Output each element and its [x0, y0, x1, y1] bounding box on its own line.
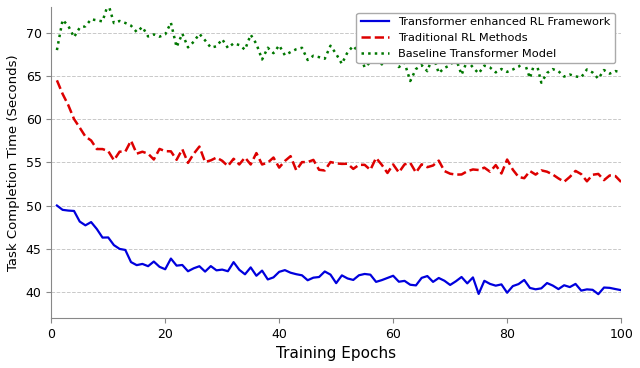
Transformer enhanced RL Framework: [589, 288, 596, 292]
Baseline Transformer Model: [104, 1, 112, 6]
Transformer enhanced RL Framework: [53, 204, 61, 208]
Baseline Transformer Model: [395, 65, 403, 69]
Transformer enhanced RL Framework: [161, 267, 169, 272]
Baseline Transformer Model: [600, 68, 608, 72]
Line: Traditional RL Methods: Traditional RL Methods: [57, 80, 621, 182]
Legend: Transformer enhanced RL Framework, Traditional RL Methods, Baseline Transformer : Transformer enhanced RL Framework, Tradi…: [356, 13, 616, 63]
Baseline Transformer Model: [617, 70, 625, 75]
Transformer enhanced RL Framework: [389, 273, 397, 278]
Baseline Transformer Model: [538, 81, 545, 85]
Line: Baseline Transformer Model: Baseline Transformer Model: [57, 4, 621, 83]
Traditional RL Methods: [572, 169, 579, 173]
Baseline Transformer Model: [349, 44, 357, 48]
Traditional RL Methods: [389, 162, 397, 167]
Baseline Transformer Model: [190, 39, 198, 44]
Traditional RL Methods: [53, 78, 61, 82]
Traditional RL Methods: [184, 161, 192, 165]
Traditional RL Methods: [617, 180, 625, 184]
Traditional RL Methods: [161, 149, 169, 153]
Baseline Transformer Model: [167, 21, 175, 25]
Transformer enhanced RL Framework: [184, 269, 192, 273]
Traditional RL Methods: [589, 173, 596, 177]
Y-axis label: Task Completion Time (Seconds): Task Completion Time (Seconds): [7, 54, 20, 271]
Baseline Transformer Model: [53, 48, 61, 52]
X-axis label: Training Epochs: Training Epochs: [276, 346, 396, 361]
Baseline Transformer Model: [583, 67, 591, 72]
Line: Transformer enhanced RL Framework: Transformer enhanced RL Framework: [57, 206, 621, 294]
Traditional RL Methods: [344, 162, 351, 166]
Transformer enhanced RL Framework: [595, 292, 602, 296]
Transformer enhanced RL Framework: [617, 288, 625, 293]
Transformer enhanced RL Framework: [572, 282, 579, 286]
Transformer enhanced RL Framework: [344, 276, 351, 281]
